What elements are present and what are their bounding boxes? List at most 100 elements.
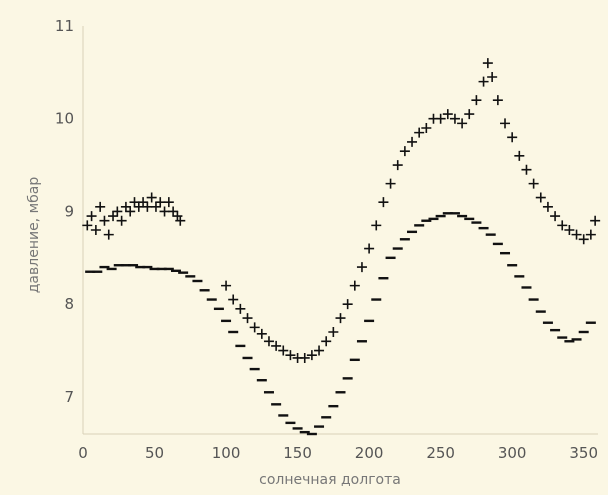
data-point-plus	[150, 201, 161, 212]
data-point-plus	[168, 206, 179, 217]
data-point-dash	[256, 379, 267, 382]
data-point-dash	[414, 224, 425, 227]
data-point-plus	[108, 211, 119, 222]
data-point-dash	[92, 270, 103, 273]
data-point-plus	[278, 345, 289, 356]
data-point-plus	[421, 123, 432, 133]
data-point-plus	[385, 178, 396, 189]
data-point-plus	[228, 294, 239, 305]
data-point-dash	[213, 307, 224, 311]
data-point-dash	[364, 319, 375, 323]
data-point-plus	[90, 225, 101, 235]
data-point-plus	[99, 215, 110, 226]
data-point-plus	[457, 118, 468, 129]
y-tick-label: 10	[55, 110, 74, 128]
data-point-dash	[192, 279, 203, 283]
data-point-dash	[321, 416, 332, 419]
data-point-dash	[120, 264, 131, 267]
data-point-dash	[407, 230, 418, 234]
data-point-plus	[464, 109, 475, 120]
data-point-plus	[335, 313, 346, 324]
data-point-dash	[228, 330, 239, 334]
data-point-plus	[256, 328, 267, 339]
data-point-plus	[442, 109, 453, 120]
data-point-dash	[149, 267, 160, 271]
data-point-dash	[163, 267, 174, 271]
data-point-dash	[314, 425, 325, 428]
data-point-dash	[328, 404, 339, 408]
data-point-plus	[364, 243, 375, 254]
data-point-plus	[249, 322, 260, 333]
data-point-dash	[478, 226, 489, 230]
data-point-plus	[478, 76, 489, 87]
data-point-plus	[528, 178, 539, 189]
data-point-dash	[385, 256, 396, 260]
data-point-dash	[156, 267, 167, 271]
data-point-plus	[103, 229, 114, 240]
data-point-dash	[99, 265, 110, 269]
data-point-plus	[514, 150, 525, 161]
y-axis-title: давление, мбар	[26, 177, 42, 294]
x-tick-labels: 0 50 100 150 200 250 300 350	[78, 444, 598, 462]
data-point-plus	[235, 303, 246, 314]
data-point-plus	[590, 215, 601, 226]
data-point-plus	[120, 201, 131, 212]
x-tick-label: 200	[355, 444, 384, 462]
y-tick-labels: 7 8 9 10 11	[55, 17, 74, 406]
data-point-plus	[449, 113, 460, 124]
data-point-dash	[528, 298, 539, 301]
data-point-dash	[356, 340, 367, 343]
data-point-dash	[199, 289, 210, 292]
data-point-plus	[285, 350, 296, 361]
data-points	[82, 58, 601, 436]
data-point-dash	[578, 330, 589, 334]
data-point-dash	[442, 212, 453, 215]
x-tick-label: 150	[283, 444, 312, 462]
data-point-plus	[557, 220, 568, 231]
data-point-dash	[235, 344, 246, 348]
data-point-dash	[371, 298, 382, 301]
data-point-plus	[321, 336, 332, 347]
data-point-plus	[242, 313, 253, 324]
data-point-dash	[564, 340, 575, 343]
data-point-plus	[414, 127, 425, 138]
data-point-plus	[492, 95, 503, 106]
data-point-plus	[95, 201, 106, 212]
data-point-plus	[328, 327, 339, 337]
data-point-plus	[500, 118, 511, 129]
data-point-plus	[356, 262, 367, 273]
data-point-plus	[435, 113, 446, 124]
data-point-plus	[550, 211, 561, 222]
data-point-dash	[271, 403, 282, 406]
data-point-plus	[578, 234, 589, 245]
data-point-plus	[155, 197, 166, 208]
data-point-dash	[500, 251, 511, 255]
data-point-plus	[129, 197, 140, 208]
data-point-plus	[507, 132, 518, 143]
data-point-plus	[407, 136, 418, 147]
y-tick-label: 9	[64, 202, 74, 220]
data-point-dash	[285, 421, 296, 425]
data-point-plus	[112, 206, 123, 217]
data-point-plus	[378, 197, 389, 208]
data-point-plus	[392, 160, 403, 171]
data-point-dash	[185, 275, 196, 278]
y-tick-label: 8	[64, 295, 74, 313]
data-point-plus	[349, 280, 360, 291]
data-point-dash	[299, 430, 310, 434]
axes	[82, 26, 598, 435]
data-point-plus	[146, 192, 157, 203]
data-point-dash	[221, 319, 232, 323]
data-point-dash	[492, 242, 503, 246]
data-point-dash	[392, 247, 403, 250]
data-point-dash	[378, 277, 389, 280]
data-point-plus	[159, 206, 170, 217]
data-point-plus	[521, 164, 532, 175]
data-point-dash	[242, 356, 253, 360]
data-point-plus	[138, 197, 149, 208]
data-point-dash	[471, 221, 482, 224]
data-point-dash	[292, 427, 303, 430]
data-point-plus	[142, 201, 153, 212]
data-point-plus	[175, 215, 186, 226]
data-point-dash	[399, 238, 410, 241]
